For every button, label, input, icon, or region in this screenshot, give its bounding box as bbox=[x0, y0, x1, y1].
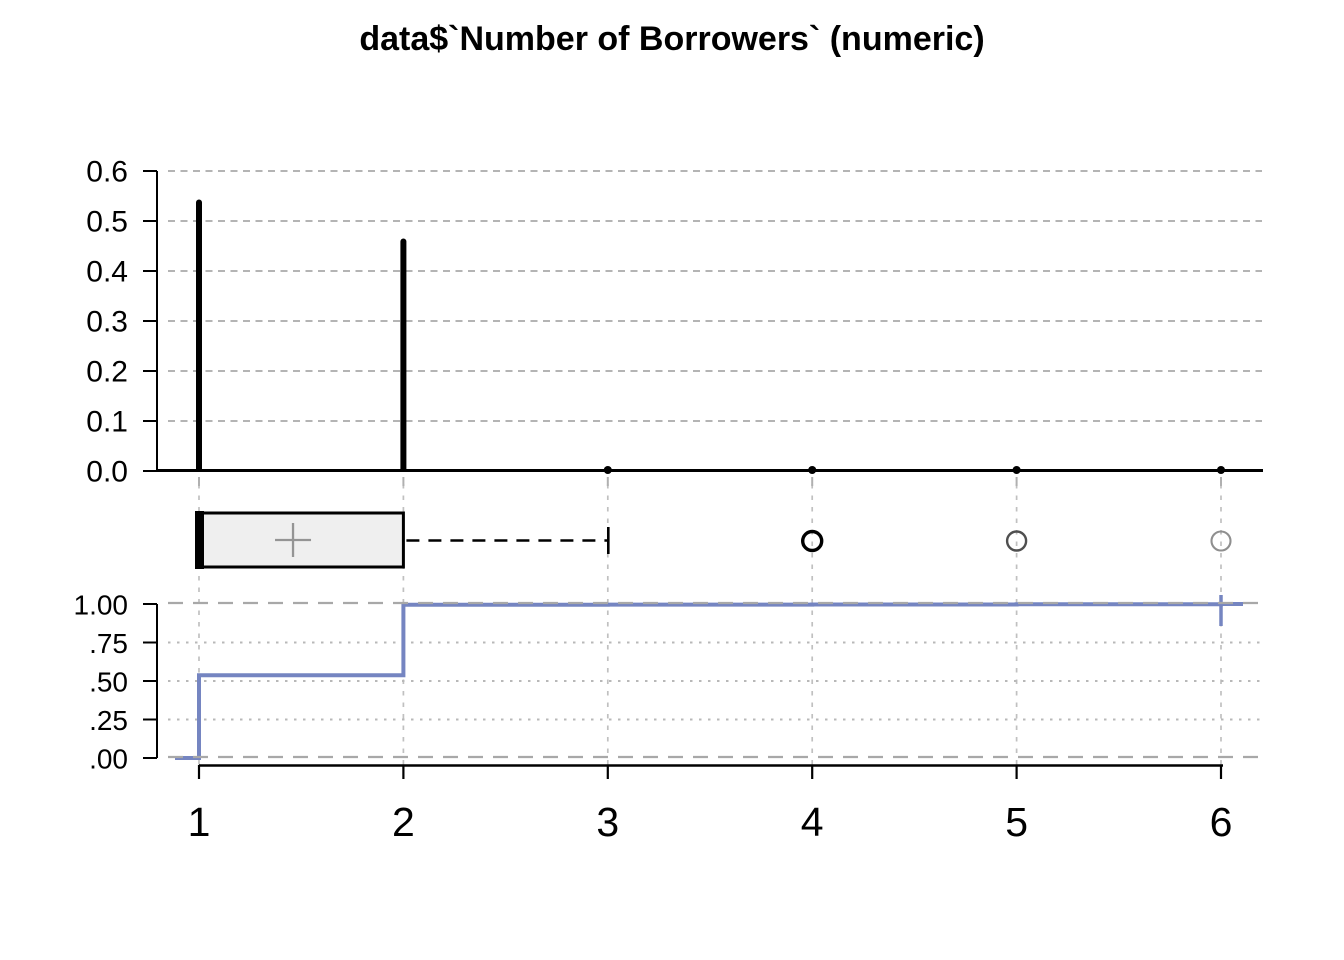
pmf-ytick-label: 0.4 bbox=[86, 256, 128, 289]
box-outlier bbox=[1005, 530, 1028, 552]
x-axis-tick-label: 1 bbox=[188, 799, 211, 845]
pmf-dot bbox=[603, 466, 612, 474]
ecdf-ytick-label: .50 bbox=[89, 667, 128, 698]
proportion-spike-panel: 0.0 0.1 0.2 0.3 0.4 0.5 0.6 bbox=[86, 156, 1263, 489]
x-axis-tick-label: 4 bbox=[801, 799, 824, 845]
pmf-ytick-label: 0.2 bbox=[86, 356, 128, 389]
pmf-ytick-label: 0.3 bbox=[86, 306, 128, 339]
pmf-dot bbox=[808, 466, 817, 474]
pmf-dot bbox=[1217, 466, 1225, 474]
ecdf-ytick-label: .00 bbox=[89, 744, 128, 775]
ecdf-step-line bbox=[175, 602, 1243, 760]
x-axis-tick-label: 5 bbox=[1005, 799, 1028, 845]
x-axis: 1 2 3 4 5 6 bbox=[188, 764, 1233, 845]
plot-title: data$`Number of Borrowers` (numeric) bbox=[359, 20, 984, 58]
pmf-ytick-label: 0.5 bbox=[86, 206, 128, 239]
boxplot-panel bbox=[195, 511, 1232, 569]
pmf-ytick-label: 0.6 bbox=[86, 156, 128, 189]
ecdf-ytick-label: .75 bbox=[89, 628, 128, 659]
x-axis-tick-label: 6 bbox=[1210, 799, 1233, 845]
box-outlier bbox=[1210, 530, 1232, 552]
ecdf-ytick-label: .25 bbox=[89, 705, 128, 736]
pmf-ytick-label: 0.0 bbox=[86, 456, 128, 489]
ecdf-panel: 1.00 .75 .50 .25 .00 bbox=[74, 590, 1262, 775]
pmf-dot bbox=[1012, 466, 1021, 474]
x-axis-tick-label: 3 bbox=[596, 799, 619, 845]
box-outlier bbox=[801, 529, 824, 553]
x-axis-tick-label: 2 bbox=[392, 799, 415, 845]
pmf-ytick-label: 0.1 bbox=[86, 406, 128, 439]
ecdf-ytick-label: 1.00 bbox=[74, 590, 129, 621]
